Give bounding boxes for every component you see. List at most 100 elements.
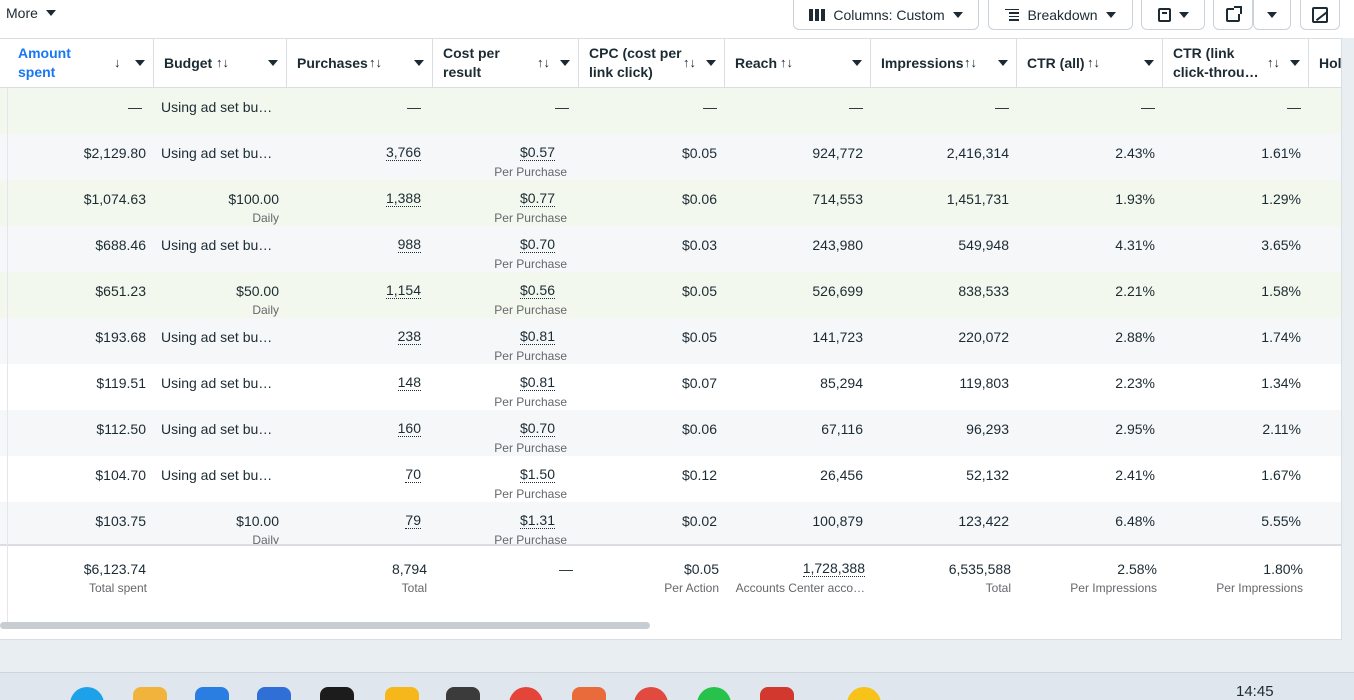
more-label: More — [6, 5, 38, 21]
column-header-impressions[interactable]: Impressions ↑↓ — [871, 39, 1017, 87]
whatsapp-icon[interactable] — [697, 687, 731, 700]
column-header-cpc[interactable]: CPC (cost per link click) ↑↓ — [579, 39, 725, 87]
cell-cost-per-result[interactable]: $0.77 — [519, 190, 555, 207]
cell-budget[interactable]: Using ad set bu… — [161, 329, 273, 345]
cell-cpc: $0.07 — [681, 375, 717, 391]
cell-cpc: $0.03 — [681, 237, 717, 253]
table-row[interactable]: $688.46 Using ad set bu… 988 $0.70 Per Purch… — [0, 226, 1341, 272]
reports-button[interactable] — [1141, 0, 1205, 30]
chevron-down-icon[interactable] — [1144, 60, 1154, 66]
cell-purchases[interactable]: 70 — [405, 466, 421, 483]
breakdown-button[interactable]: Breakdown — [988, 0, 1133, 30]
table-row[interactable]: $651.23 $50.00 Daily 1,154 $0.56 Per Purchase… — [0, 272, 1341, 318]
file-explorer-icon[interactable] — [133, 687, 167, 700]
chevron-down-icon[interactable] — [1290, 60, 1300, 66]
column-header-budget[interactable]: Budget ↑↓ — [154, 39, 287, 87]
sort-desc-icon[interactable]: ↓ — [114, 55, 121, 70]
app-icon[interactable] — [446, 687, 480, 700]
table-row[interactable]: $2,129.80 Using ad set bu… 3,766 $0.57 Per P… — [0, 134, 1341, 180]
chrome-icon[interactable] — [634, 687, 668, 700]
sort-icon[interactable]: ↑↓ — [216, 55, 229, 70]
column-header-amount-spent[interactable]: Amount spent ↓ — [8, 39, 154, 87]
cell-purchases[interactable]: 1,154 — [385, 282, 421, 299]
store-icon[interactable] — [195, 687, 229, 700]
charts-button[interactable] — [1300, 0, 1340, 30]
cell-cost-per-result-label: Per Purchase — [494, 487, 567, 501]
column-header-reach[interactable]: Reach ↑↓ — [725, 39, 871, 87]
capcut-icon[interactable] — [320, 687, 354, 700]
report-icon — [1157, 7, 1171, 22]
chevron-down-icon[interactable] — [852, 60, 862, 66]
chevron-down-icon[interactable] — [135, 60, 145, 66]
cell-cost-per-result[interactable]: $1.50 — [519, 466, 555, 483]
sort-icon[interactable]: ↑↓ — [683, 55, 696, 70]
app-icon[interactable] — [572, 687, 606, 700]
cell-budget[interactable]: Using ad set bu… — [161, 99, 273, 115]
cell-cost-per-result[interactable]: $0.81 — [519, 374, 555, 391]
total-cpc-label: Per Action — [664, 581, 719, 595]
cell-amount-spent: $104.70 — [95, 467, 146, 483]
taskbar-clock[interactable]: 14:45 — [1236, 683, 1274, 700]
edge-browser-icon[interactable] — [70, 687, 104, 700]
cell-purchases[interactable]: 148 — [397, 374, 421, 391]
cell-purchases[interactable]: 1,388 — [385, 190, 421, 207]
sort-icon[interactable]: ↑↓ — [1267, 55, 1280, 70]
cell-cost-per-result[interactable]: $0.81 — [519, 328, 555, 345]
cell-purchases[interactable]: 3,766 — [385, 144, 421, 161]
chrome-icon[interactable] — [509, 687, 543, 700]
cell-budget[interactable]: Using ad set bu… — [161, 421, 273, 437]
cell-cost-per-result[interactable]: $1.31 — [519, 512, 555, 529]
os-taskbar: 14:45 — [0, 672, 1354, 700]
total-reach[interactable]: 1,728,388 — [802, 560, 865, 577]
chevron-down-icon[interactable] — [414, 60, 424, 66]
table-row[interactable]: $112.50 Using ad set bu… 160 $0.70 Per Purch… — [0, 410, 1341, 456]
chevron-down-icon[interactable] — [998, 60, 1008, 66]
cell-purchases[interactable]: 160 — [397, 420, 421, 437]
table-row[interactable]: $103.75 $10.00 Daily 79 $1.31 Per Purchase $0.… — [0, 502, 1341, 548]
chevron-down-icon[interactable] — [560, 60, 570, 66]
chevron-down-icon[interactable] — [706, 60, 716, 66]
horizontal-scrollbar[interactable] — [0, 622, 650, 629]
columns-button[interactable]: Columns: Custom — [793, 0, 979, 30]
column-header-purchases[interactable]: Purchases ↑↓ — [287, 39, 433, 87]
cell-cost-per-result[interactable]: $0.56 — [519, 282, 555, 299]
chevron-down-icon[interactable] — [268, 60, 278, 66]
cell-ctr-all: 4.31% — [1115, 237, 1155, 253]
cell-budget[interactable]: Using ad set bu… — [161, 237, 273, 253]
cell-cost-per-result-label: Per Purchase — [494, 165, 567, 179]
table-row[interactable]: $119.51 Using ad set bu… 148 $0.81 Per Purch… — [0, 364, 1341, 410]
table-row[interactable]: $1,074.63 $100.00 Daily 1,388 $0.77 Per Purch… — [0, 180, 1341, 226]
total-cpc: $0.05 — [683, 561, 719, 577]
cell-budget[interactable]: Using ad set bu… — [161, 467, 273, 483]
column-header-ctr-all[interactable]: CTR (all) ↑↓ — [1017, 39, 1163, 87]
sort-icon[interactable]: ↑↓ — [964, 55, 977, 70]
mail-icon[interactable] — [257, 687, 291, 700]
sort-icon[interactable]: ↑↓ — [1087, 55, 1100, 70]
app-icon[interactable] — [385, 687, 419, 700]
export-menu-button[interactable] — [1253, 0, 1291, 30]
export-button[interactable] — [1213, 0, 1253, 30]
cell-budget[interactable]: Using ad set bu… — [161, 375, 273, 391]
sort-icon[interactable]: ↑↓ — [537, 55, 550, 70]
table-row[interactable]: $104.70 Using ad set bu… 70 $1.50 Per Purcha… — [0, 456, 1341, 502]
column-header-hol[interactable]: Hol — [1309, 39, 1341, 87]
table-row[interactable]: — Using ad set bu… — — — — — — — — [0, 88, 1341, 134]
cell-cost-per-result[interactable]: $0.57 — [519, 144, 555, 161]
more-button[interactable]: More — [0, 0, 62, 26]
column-header-cost-per-result[interactable]: Cost per result ↑↓ — [433, 39, 579, 87]
sort-icon[interactable]: ↑↓ — [369, 55, 382, 70]
app-icon[interactable] — [760, 687, 794, 700]
cell-purchases[interactable]: 79 — [405, 512, 421, 529]
cell-cost-per-result: — — [555, 99, 569, 115]
table-row[interactable]: $193.68 Using ad set bu… 238 $0.81 Per Purch… — [0, 318, 1341, 364]
cell-cost-per-result[interactable]: $0.70 — [519, 236, 555, 253]
cell-purchases[interactable]: 238 — [397, 328, 421, 345]
cell-purchases[interactable]: 988 — [397, 236, 421, 253]
cell-impressions: 119,803 — [959, 375, 1009, 391]
cell-cost-per-result[interactable]: $0.70 — [519, 420, 555, 437]
cell-impressions: 2,416,314 — [946, 145, 1009, 161]
sort-icon[interactable]: ↑↓ — [780, 55, 793, 70]
cell-budget[interactable]: Using ad set bu… — [161, 145, 273, 161]
column-header-label: CPC (cost per link click) — [589, 45, 682, 80]
column-header-ctr-link[interactable]: CTR (link click-throu… ↑↓ — [1163, 39, 1309, 87]
